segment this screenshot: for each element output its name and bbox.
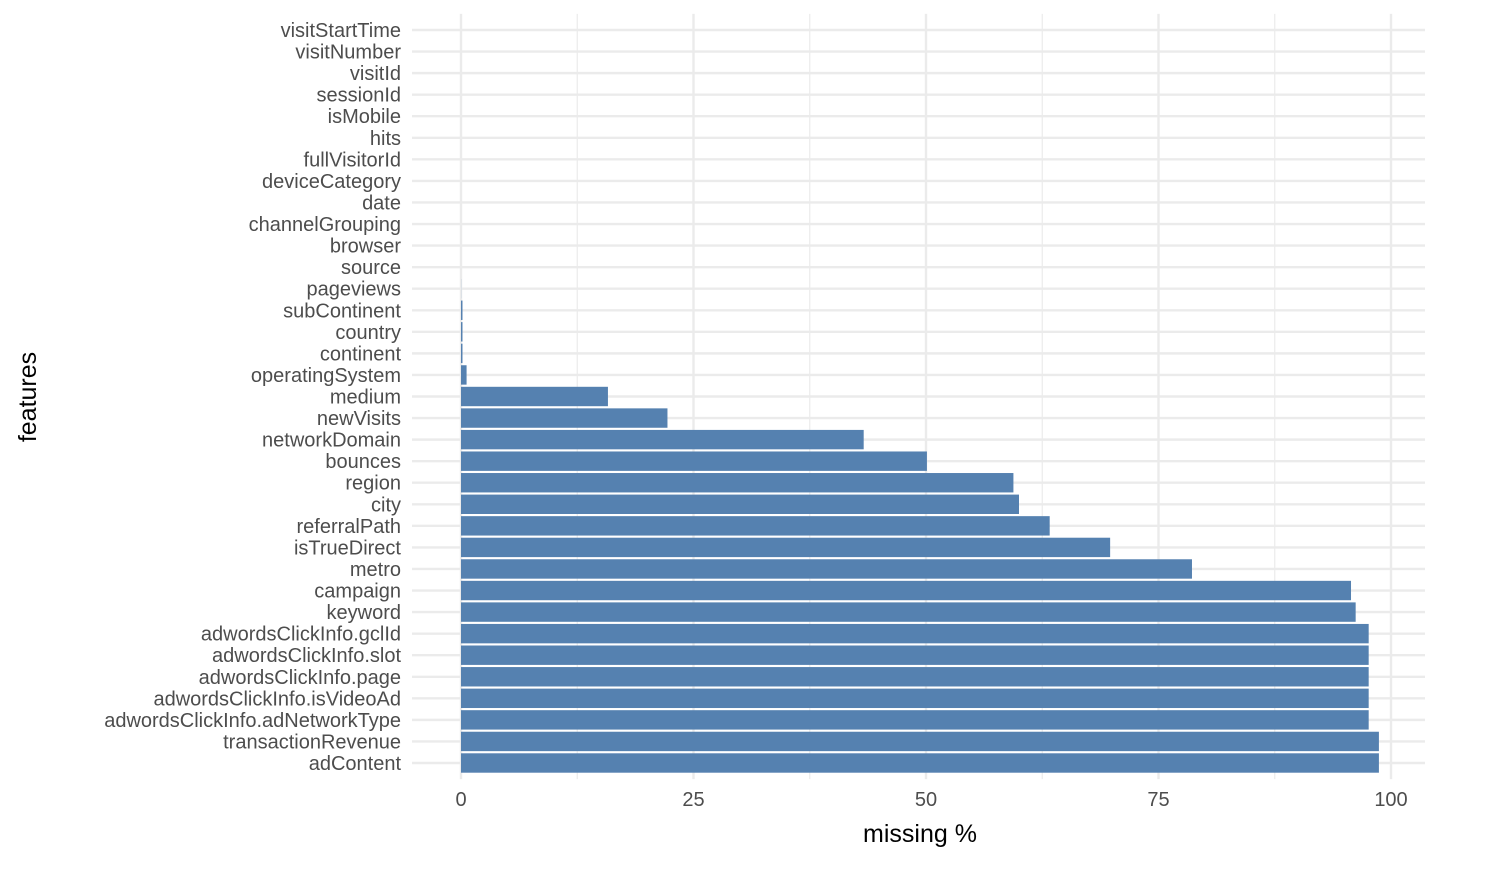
y-tick-label: visitId xyxy=(350,63,401,85)
x-tick-label: 100 xyxy=(1374,789,1407,811)
y-tick-label: referralPath xyxy=(297,516,402,538)
bar-isTrueDirect xyxy=(461,538,1110,557)
bar-bounces xyxy=(461,451,927,470)
bar-region xyxy=(461,473,1013,492)
x-tick-label: 75 xyxy=(1147,789,1169,811)
bar-metro xyxy=(461,559,1192,578)
y-tick-label: newVisits xyxy=(317,408,401,430)
bar-networkDomain xyxy=(461,430,864,449)
bar-transactionRevenue xyxy=(461,732,1379,751)
bar-adwordsClickInfo.slot xyxy=(461,646,1369,665)
x-tick-label: 0 xyxy=(455,789,466,811)
y-tick-label: continent xyxy=(320,343,402,365)
y-tick-label: medium xyxy=(330,387,401,409)
y-tick-label: date xyxy=(362,192,401,214)
y-tick-label: channelGrouping xyxy=(249,214,401,236)
y-tick-label: keyword xyxy=(327,602,401,624)
y-tick-label: transactionRevenue xyxy=(223,731,401,753)
y-tick-label: source xyxy=(341,257,401,279)
y-tick-label: sessionId xyxy=(317,85,402,107)
y-tick-label: bounces xyxy=(325,451,401,473)
x-tick-labels: 0 25 50 75 100 xyxy=(455,789,1407,811)
y-tick-label: adwordsClickInfo.adNetworkType xyxy=(104,710,401,732)
y-tick-label: networkDomain xyxy=(262,430,401,452)
bar-medium xyxy=(461,387,608,406)
bar-newVisits xyxy=(461,408,667,427)
y-tick-label: browser xyxy=(330,236,401,258)
x-axis-title: missing % xyxy=(863,820,977,848)
bar-continent xyxy=(461,344,462,363)
y-tick-label: country xyxy=(335,322,401,344)
x-tick-label: 25 xyxy=(682,789,704,811)
y-tick-label: visitNumber xyxy=(295,42,401,64)
y-tick-label: adwordsClickInfo.isVideoAd xyxy=(153,688,401,710)
y-tick-label: subContinent xyxy=(283,300,401,322)
bar-referralPath xyxy=(461,516,1050,535)
bar-campaign xyxy=(461,581,1351,600)
bar-operatingSystem xyxy=(461,365,467,384)
y-tick-label: pageviews xyxy=(306,279,401,301)
y-tick-label: adwordsClickInfo.gclId xyxy=(201,624,401,646)
y-tick-label: metro xyxy=(350,559,401,581)
y-tick-label: visitStartTime xyxy=(281,20,401,42)
bar-adwordsClickInfo.page xyxy=(461,667,1369,686)
bar-city xyxy=(461,495,1019,514)
y-tick-label: isMobile xyxy=(328,106,401,128)
bar-country xyxy=(461,322,462,341)
bar-keyword xyxy=(461,602,1356,621)
bar-adContent xyxy=(461,753,1379,772)
y-tick-label: adwordsClickInfo.slot xyxy=(212,645,401,667)
y-tick-label: operatingSystem xyxy=(251,365,401,387)
y-tick-label: hits xyxy=(370,128,401,150)
y-tick-label: campaign xyxy=(314,581,401,603)
y-tick-labels: visitStartTimevisitNumbervisitIdsessionI… xyxy=(104,20,401,775)
y-tick-label: region xyxy=(345,473,401,495)
y-tick-label: adContent xyxy=(309,753,402,775)
y-tick-label: isTrueDirect xyxy=(294,537,401,559)
y-axis-title: features xyxy=(14,352,42,442)
bar-subContinent xyxy=(461,301,462,320)
y-tick-label: city xyxy=(371,494,401,516)
y-tick-label: adwordsClickInfo.page xyxy=(199,667,401,689)
y-tick-label: deviceCategory xyxy=(262,171,401,193)
y-tick-label: fullVisitorId xyxy=(304,149,401,171)
x-tick-label: 50 xyxy=(915,789,937,811)
bar-adwordsClickInfo.isVideoAd xyxy=(461,689,1369,708)
bar-adwordsClickInfo.gclId xyxy=(461,624,1369,643)
bar-adwordsClickInfo.adNetworkType xyxy=(461,710,1369,729)
